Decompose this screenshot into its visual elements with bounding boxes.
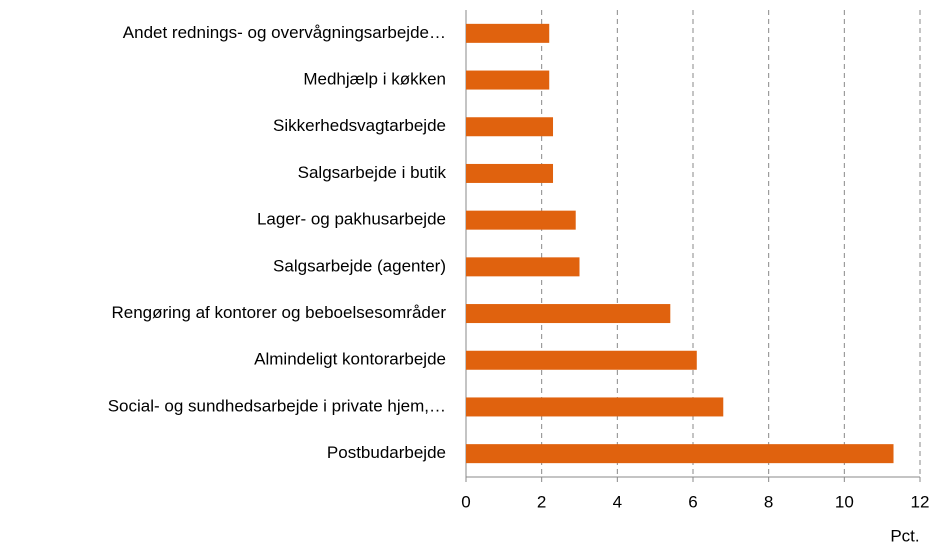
- x-tick-label: 2: [537, 492, 546, 511]
- x-tick-label: 6: [688, 492, 697, 511]
- x-tick-label: 4: [613, 492, 622, 511]
- y-tick-label: Rengøring af kontorer og beboelsesområde…: [111, 303, 446, 322]
- x-tick-label: 10: [835, 492, 854, 511]
- y-tick-label: Postbudarbejde: [327, 443, 446, 462]
- y-tick-label: Salgsarbejde i butik: [298, 163, 447, 182]
- y-tick-label: Medhjælp i køkken: [303, 70, 446, 89]
- x-tick-label: 0: [461, 492, 470, 511]
- bar: [466, 23, 550, 43]
- bar: [466, 350, 697, 370]
- bar: [466, 117, 554, 137]
- x-tick-label: 12: [911, 492, 930, 511]
- y-tick-label: Andet rednings- og overvågningsarbejde…: [123, 23, 446, 42]
- bar: [466, 444, 894, 464]
- y-tick-label: Lager- og pakhusarbejde: [257, 210, 446, 229]
- y-tick-label: Social- og sundhedsarbejde i private hje…: [108, 396, 446, 415]
- y-tick-label: Sikkerhedsvagtarbejde: [273, 116, 446, 135]
- y-tick-label: Almindeligt kontorarbejde: [254, 350, 446, 369]
- x-axis-label: Pct.: [890, 526, 919, 545]
- bar: [466, 163, 554, 183]
- bar: [466, 70, 550, 90]
- bar: [466, 257, 580, 277]
- x-tick-label: 8: [764, 492, 773, 511]
- bar: [466, 210, 576, 230]
- bar: [466, 397, 724, 417]
- bar: [466, 304, 671, 324]
- y-tick-label: Salgsarbejde (agenter): [273, 256, 446, 275]
